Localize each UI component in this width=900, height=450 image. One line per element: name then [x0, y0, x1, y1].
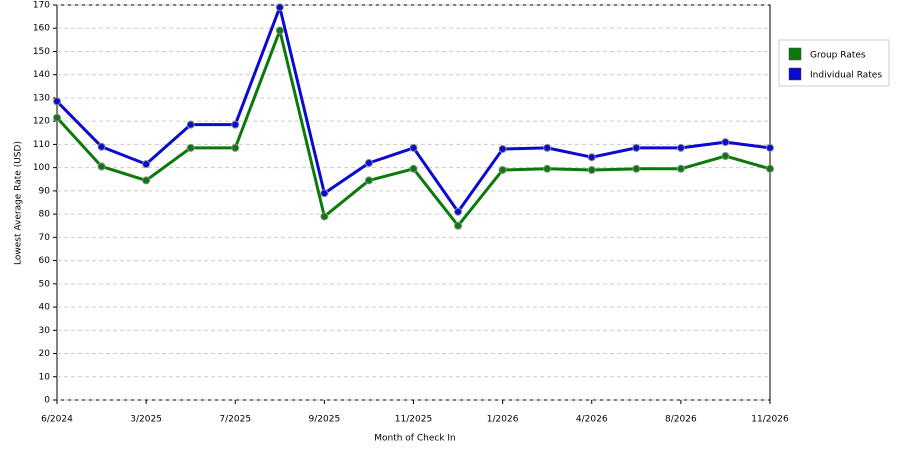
legend-label: Group Rates — [810, 51, 866, 61]
data-point — [275, 26, 284, 35]
data-point — [53, 97, 61, 106]
data-point — [721, 138, 730, 147]
y-tick-label: 0 — [44, 396, 50, 406]
x-tick-label: 9/2025 — [309, 415, 341, 425]
x-tick-label: 7/2025 — [219, 415, 251, 425]
y-tick-label: 10 — [39, 372, 51, 382]
y-tick-label: 120 — [33, 117, 50, 127]
legend-label: Individual Rates — [810, 71, 882, 81]
data-point — [364, 176, 373, 185]
plot-area — [56, 4, 771, 401]
y-tick-label: 100 — [33, 163, 50, 173]
data-point — [587, 153, 596, 162]
y-tick-label: 80 — [39, 210, 51, 220]
y-tick-label: 50 — [39, 279, 51, 289]
x-tick-label: 1/2026 — [487, 415, 519, 425]
y-tick-label: 110 — [33, 140, 50, 150]
x-tick-label: 6/2024 — [41, 415, 73, 425]
data-point — [364, 159, 373, 167]
data-point — [543, 143, 552, 152]
x-axis-label: Month of Check In — [374, 434, 456, 444]
data-point — [320, 189, 329, 198]
data-point — [632, 164, 641, 173]
y-tick-label: 30 — [39, 326, 51, 336]
x-tick-label: 4/2026 — [576, 415, 608, 425]
data-point — [543, 164, 552, 173]
data-point — [320, 212, 329, 221]
data-point — [454, 207, 463, 216]
data-point — [231, 143, 240, 152]
y-tick-label: 130 — [33, 93, 50, 103]
data-point — [766, 164, 774, 173]
data-point — [53, 113, 61, 122]
x-tick-label: 11/2025 — [395, 415, 432, 425]
data-point — [766, 143, 774, 152]
data-point — [587, 165, 596, 174]
y-tick-label: 20 — [39, 349, 51, 359]
x-tick-label: 11/2026 — [751, 415, 789, 425]
data-point — [97, 142, 106, 151]
data-point — [142, 176, 151, 185]
data-point — [186, 120, 195, 129]
y-tick-label: 60 — [39, 256, 51, 266]
y-tick-label: 90 — [39, 186, 51, 196]
data-point — [409, 164, 418, 173]
data-point — [97, 162, 106, 171]
data-point — [231, 120, 240, 129]
data-point — [142, 160, 151, 169]
y-tick-label: 160 — [33, 24, 50, 34]
data-point — [409, 143, 418, 152]
x-tick-label: 3/2025 — [130, 415, 162, 425]
data-point — [275, 3, 284, 12]
x-tick-label: 8/2026 — [665, 415, 697, 425]
data-point — [454, 221, 463, 230]
y-axis-label: Lowest Average Rate (USD) — [14, 141, 24, 265]
data-point — [632, 143, 641, 152]
data-point — [498, 165, 507, 174]
legend-swatch — [788, 67, 802, 81]
y-tick-label: 140 — [33, 70, 50, 80]
y-tick-label: 40 — [39, 303, 51, 313]
data-point — [676, 164, 685, 173]
y-tick-label: 150 — [33, 47, 50, 57]
data-point — [721, 152, 730, 161]
data-point — [498, 145, 507, 154]
data-point — [676, 143, 685, 152]
y-tick-label: 170 — [33, 1, 50, 11]
y-tick-label: 70 — [39, 233, 51, 243]
data-point — [186, 143, 195, 152]
legend-swatch — [788, 47, 802, 61]
